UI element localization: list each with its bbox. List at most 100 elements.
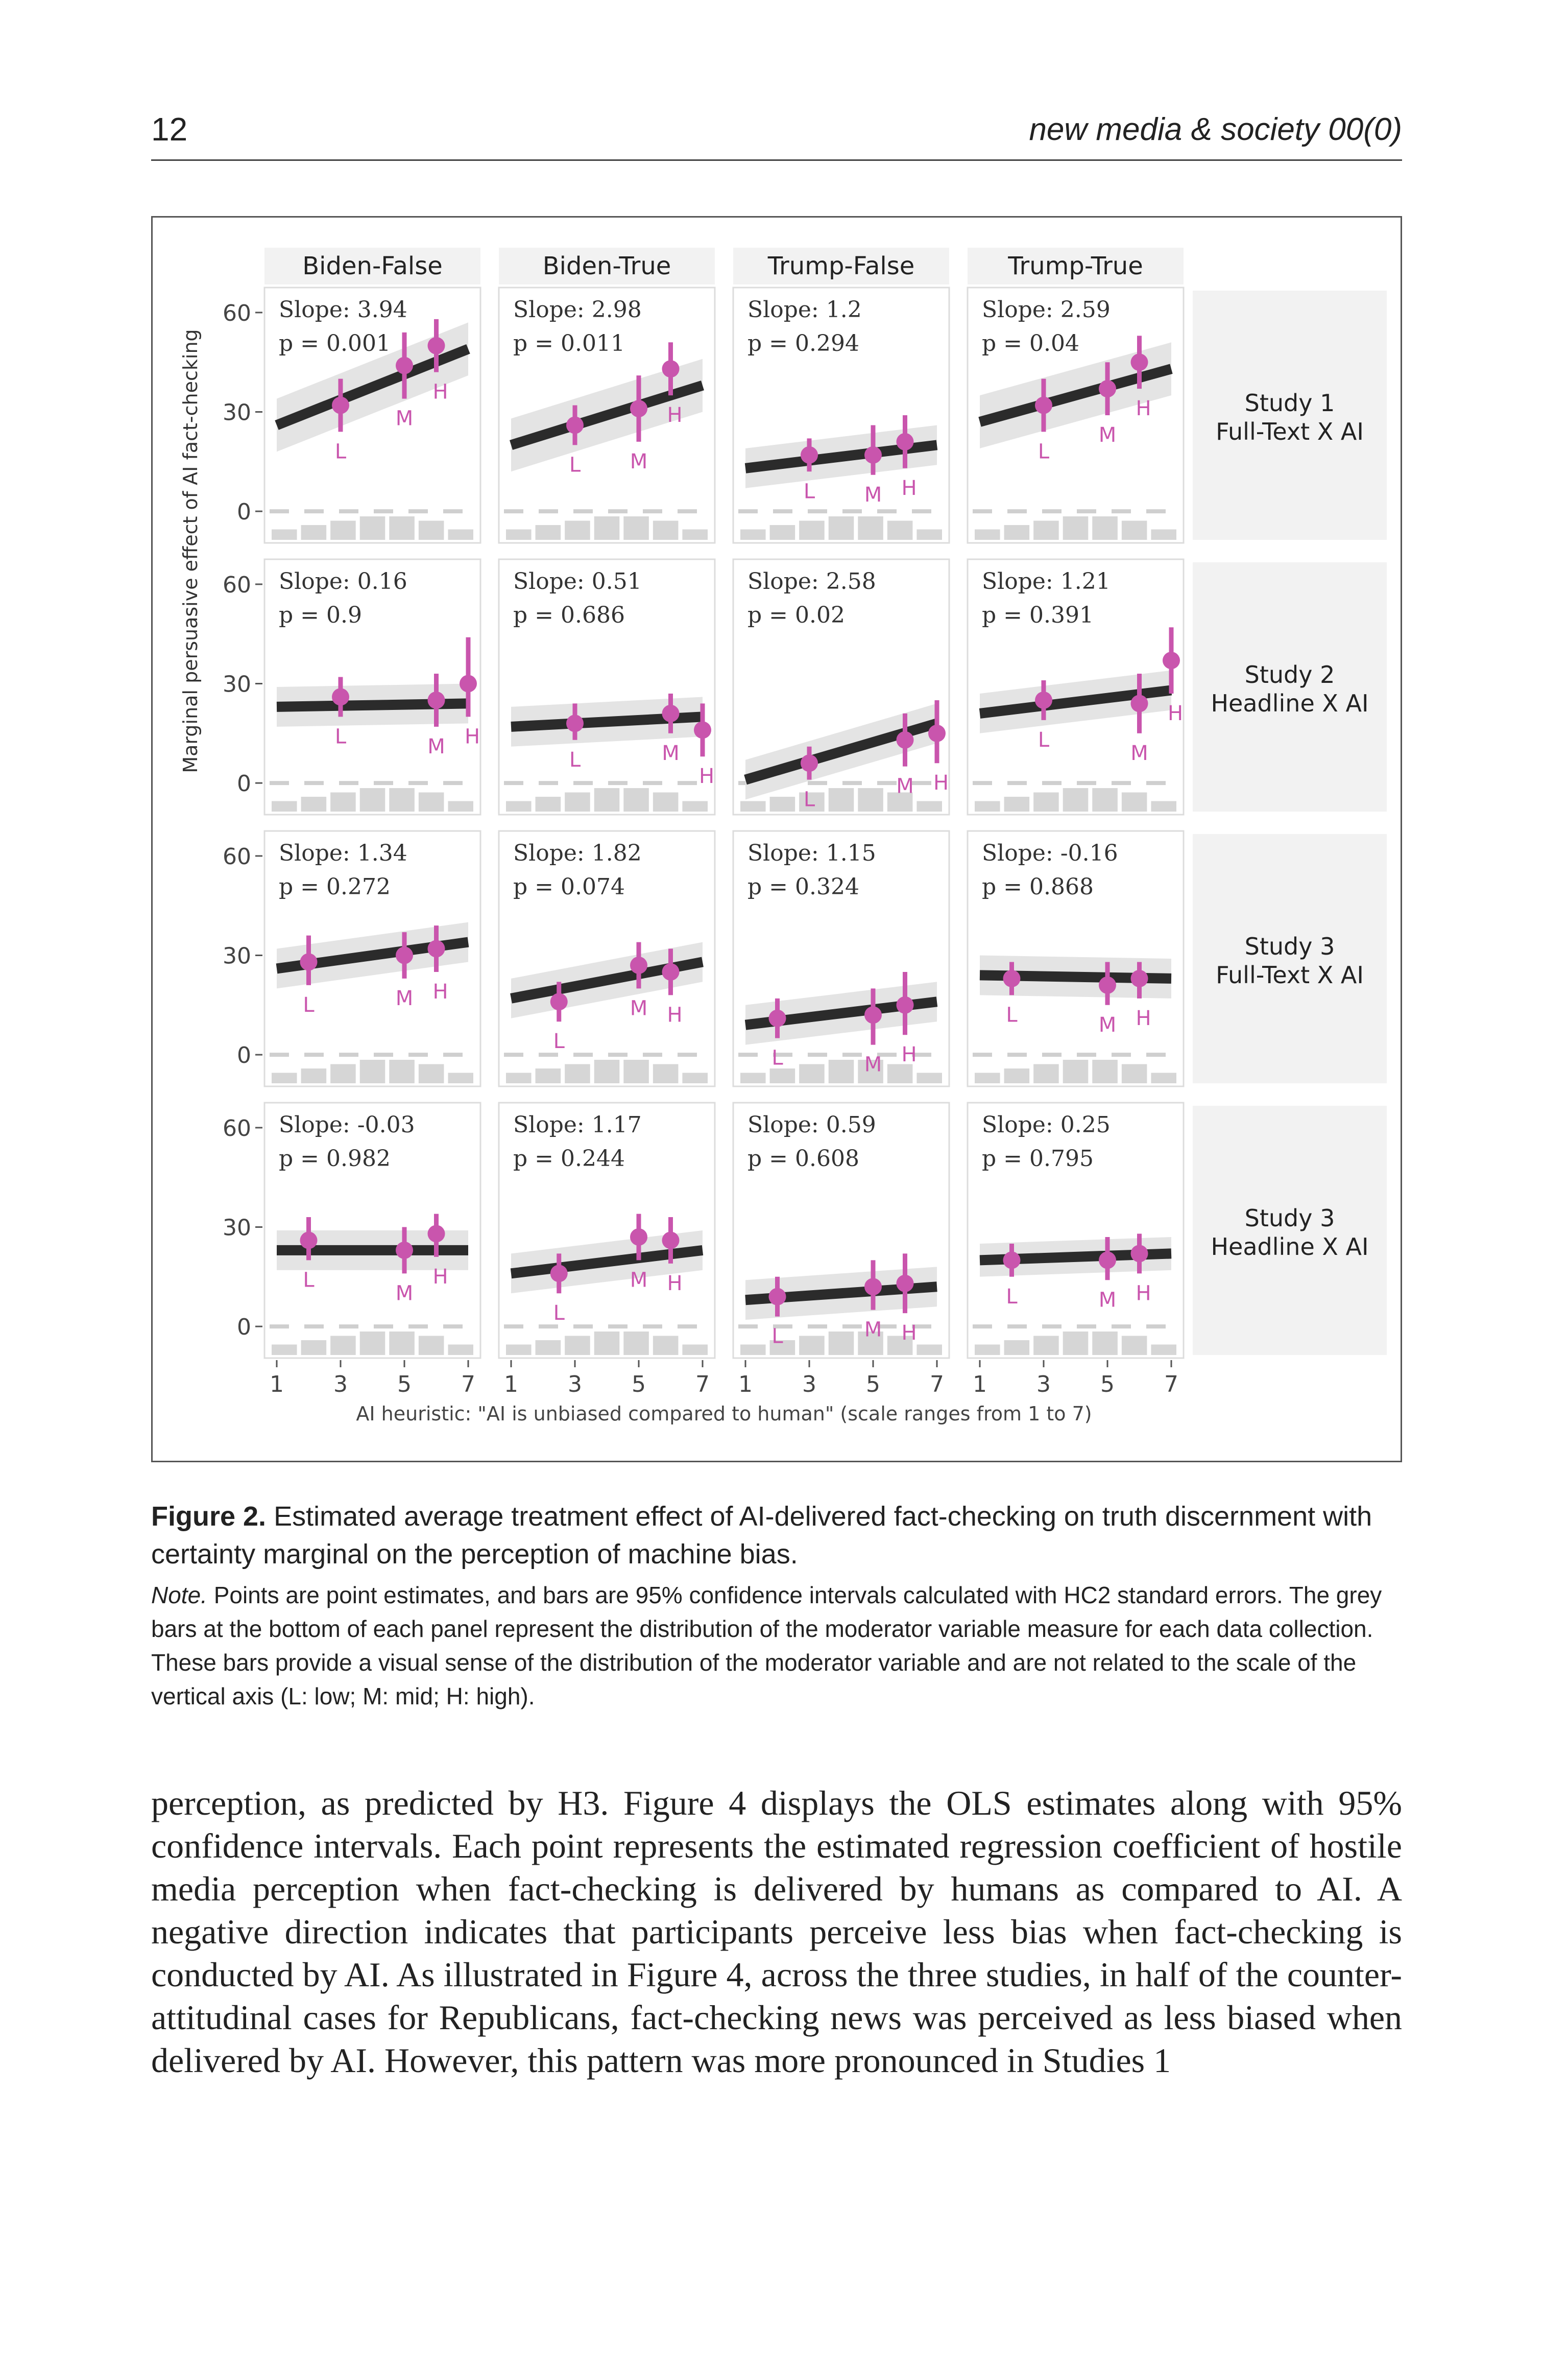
column-header-label: Trump-True <box>1007 252 1143 280</box>
caption-note-text: Points are point estimates, and bars are… <box>151 1582 1382 1709</box>
point-label: L <box>804 788 815 812</box>
p-value-annotation: p = 0.9 <box>279 602 362 628</box>
histogram-bar <box>1063 1332 1089 1355</box>
y-tick-label: 30 <box>223 400 251 426</box>
point-estimate <box>896 433 914 450</box>
point-label: L <box>1006 1285 1018 1309</box>
slope-annotation: Slope: -0.16 <box>982 840 1118 866</box>
x-tick-label: 1 <box>973 1371 987 1397</box>
p-value-annotation: p = 0.001 <box>279 330 391 356</box>
histogram-bar <box>740 529 766 540</box>
point-estimate <box>566 715 584 732</box>
y-tick-label: 60 <box>223 300 251 326</box>
histogram-bar <box>653 1064 679 1083</box>
point-estimate <box>427 940 445 958</box>
histogram-bar <box>1151 1073 1176 1083</box>
histogram-bar <box>828 516 854 540</box>
point-label: L <box>335 440 347 463</box>
histogram-bar <box>359 788 385 812</box>
point-estimate <box>396 946 413 964</box>
histogram-bar <box>1033 792 1059 812</box>
point-label: H <box>699 765 714 788</box>
figure-caption: Figure 2. Estimated average treatment ef… <box>151 1498 1402 1713</box>
body-paragraph: perception, as predicted by H3. Figure 4… <box>151 1784 1402 2080</box>
histogram-bar <box>769 1340 795 1355</box>
column-header-strip <box>264 248 480 284</box>
histogram-bar <box>887 1064 913 1083</box>
histogram-bar <box>769 1068 795 1083</box>
histogram-bar <box>330 1336 356 1355</box>
point-estimate <box>1099 1251 1116 1269</box>
point-estimate <box>1099 380 1116 398</box>
row-label-strip <box>1193 291 1387 540</box>
x-tick-label: 7 <box>1164 1371 1178 1397</box>
point-label: H <box>1136 1281 1151 1305</box>
p-value-annotation: p = 0.686 <box>513 602 625 628</box>
point-estimate <box>427 691 445 709</box>
histogram-bar <box>828 788 854 812</box>
x-tick-label: 3 <box>802 1371 816 1397</box>
p-value-annotation: p = 0.294 <box>747 330 859 356</box>
histogram-bar <box>535 797 561 812</box>
histogram-bar <box>769 525 795 540</box>
point-label: L <box>553 1030 565 1053</box>
histogram-bar <box>1151 529 1176 540</box>
histogram-bar <box>448 1344 473 1355</box>
p-value-annotation: p = 0.982 <box>279 1146 391 1172</box>
x-tick-label: 5 <box>866 1371 880 1397</box>
point-label: L <box>335 725 347 748</box>
point-estimate <box>1130 969 1148 987</box>
histogram-bar <box>828 1060 854 1083</box>
histogram-bar <box>1033 1336 1059 1355</box>
x-tick-label: 1 <box>504 1371 518 1397</box>
point-estimate <box>1130 695 1148 712</box>
point-label: M <box>630 1268 648 1292</box>
slope-annotation: Slope: 0.51 <box>513 568 642 595</box>
histogram-bar <box>623 1332 649 1355</box>
histogram-bar <box>682 1344 708 1355</box>
point-estimate <box>662 360 680 378</box>
row-label-strip <box>1193 834 1387 1083</box>
point-estimate <box>566 416 584 434</box>
point-estimate <box>630 956 647 974</box>
point-estimate <box>300 953 318 971</box>
page-number: 12 <box>151 111 188 148</box>
histogram-bar <box>448 529 473 540</box>
histogram-bar <box>916 801 942 812</box>
point-estimate <box>768 1009 786 1027</box>
histogram-bar <box>418 1336 444 1355</box>
point-estimate <box>396 356 413 374</box>
point-label: L <box>553 1301 565 1325</box>
p-value-annotation: p = 0.011 <box>513 330 625 356</box>
histogram-bar <box>565 520 590 540</box>
histogram-bar <box>682 1073 708 1083</box>
slope-annotation: Slope: 0.16 <box>279 568 407 595</box>
header-rule <box>151 159 1402 161</box>
point-estimate <box>864 1006 882 1024</box>
panel-background <box>967 1102 1185 1359</box>
histogram-bar <box>740 1073 766 1083</box>
histogram-bar <box>418 792 444 812</box>
histogram-bar <box>359 516 385 540</box>
histogram-bar <box>448 1073 473 1083</box>
slope-annotation: Slope: 1.15 <box>747 840 876 866</box>
point-label: L <box>569 453 581 477</box>
histogram-bar <box>330 520 356 540</box>
slope-annotation: Slope: 0.25 <box>982 1112 1111 1138</box>
x-tick-label: 7 <box>461 1371 475 1397</box>
x-tick-label: 5 <box>632 1371 646 1397</box>
point-label: M <box>1099 423 1117 447</box>
histogram-bar <box>1063 1060 1089 1083</box>
point-label: H <box>432 980 448 1004</box>
p-value-annotation: p = 0.04 <box>982 330 1079 356</box>
slope-annotation: Slope: 1.82 <box>513 840 642 866</box>
point-estimate <box>768 1288 786 1305</box>
histogram-bar <box>448 801 473 812</box>
caption-main: Figure 2. Estimated average treatment ef… <box>151 1498 1402 1573</box>
point-label: M <box>396 407 414 431</box>
column-header-strip <box>499 248 715 284</box>
histogram-bar <box>1092 516 1118 540</box>
p-value-annotation: p = 0.391 <box>982 602 1094 628</box>
histogram-bar <box>301 1340 327 1355</box>
point-label: H <box>432 1265 448 1289</box>
